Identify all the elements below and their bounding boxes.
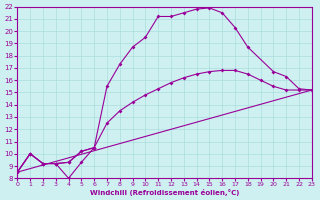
X-axis label: Windchill (Refroidissement éolien,°C): Windchill (Refroidissement éolien,°C) — [90, 189, 239, 196]
